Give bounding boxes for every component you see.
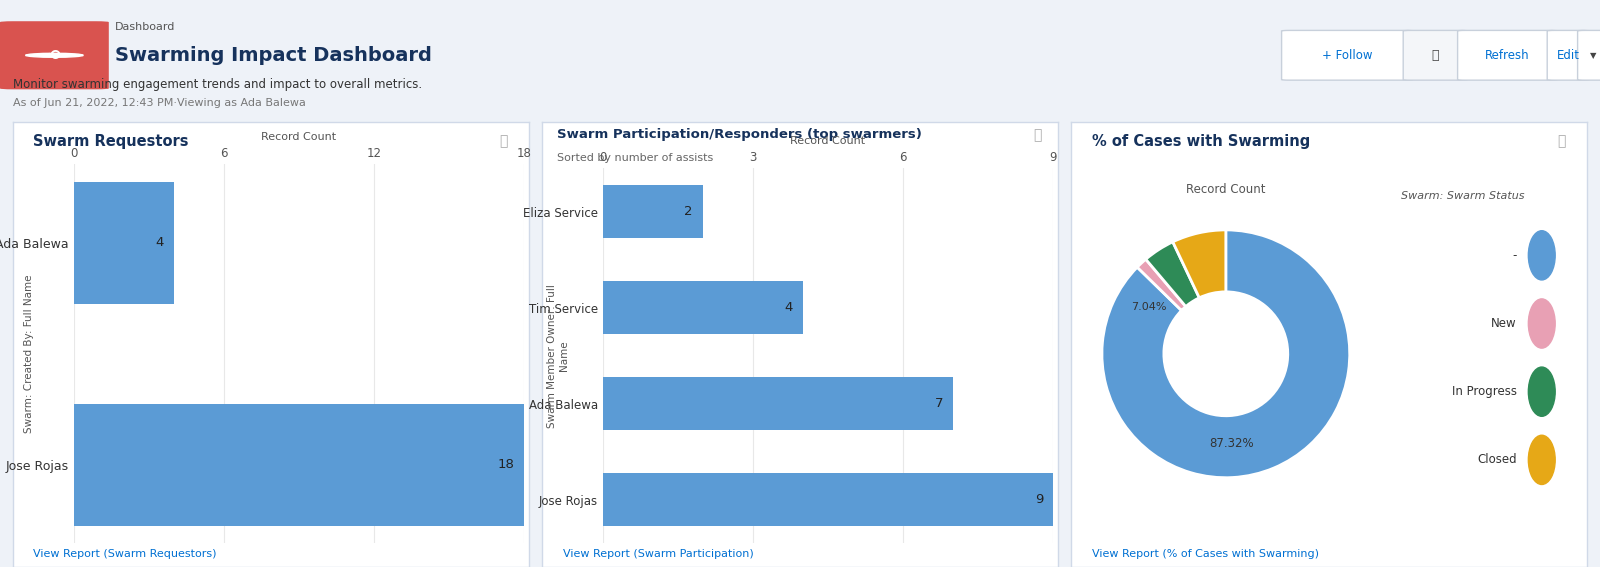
Bar: [603, 281, 803, 334]
Text: In Progress: In Progress: [1451, 385, 1517, 398]
Text: Swarm: Swarm Status: Swarm: Swarm Status: [1402, 191, 1525, 201]
Text: 7: 7: [934, 397, 942, 411]
Text: View Report (Swarm Participation): View Report (Swarm Participation): [563, 549, 754, 559]
Circle shape: [1528, 231, 1555, 280]
Circle shape: [1528, 367, 1555, 416]
Wedge shape: [1102, 230, 1350, 478]
Text: Swarm: Created By: Full Name: Swarm: Created By: Full Name: [24, 274, 34, 433]
Text: ⤢: ⤢: [499, 134, 507, 148]
Wedge shape: [1146, 242, 1200, 307]
Text: View Report (Swarm Requestors): View Report (Swarm Requestors): [34, 549, 218, 559]
Text: 4: 4: [155, 236, 163, 249]
Text: Sorted by number of assists: Sorted by number of assists: [557, 153, 714, 163]
FancyBboxPatch shape: [1403, 31, 1467, 80]
Text: New: New: [1491, 317, 1517, 330]
Text: 18: 18: [498, 458, 514, 471]
FancyBboxPatch shape: [1458, 31, 1557, 80]
Wedge shape: [1138, 259, 1186, 311]
X-axis label: Record Count: Record Count: [790, 136, 866, 146]
Text: 7.04%: 7.04%: [1131, 302, 1166, 312]
FancyBboxPatch shape: [1578, 31, 1600, 80]
Text: ⤢: ⤢: [1557, 134, 1565, 148]
Text: + Follow: + Follow: [1322, 49, 1373, 62]
Bar: [603, 185, 702, 238]
Text: ⟲: ⟲: [48, 48, 61, 63]
Text: Swarm Member Owner: Full
Name: Swarm Member Owner: Full Name: [547, 284, 568, 428]
Bar: [74, 181, 174, 304]
X-axis label: Record Count: Record Count: [261, 132, 336, 142]
Bar: [74, 404, 525, 526]
Text: 9: 9: [1035, 493, 1043, 506]
Text: 87.32%: 87.32%: [1210, 437, 1254, 450]
Text: 4: 4: [784, 301, 794, 314]
Text: Dashboard: Dashboard: [115, 22, 176, 32]
Text: As of Jun 21, 2022, 12:43 PM·Viewing as Ada Balewa: As of Jun 21, 2022, 12:43 PM·Viewing as …: [13, 98, 306, 108]
Text: -: -: [1512, 249, 1517, 262]
Text: ⤢: ⤢: [1034, 128, 1042, 142]
Text: Edit: Edit: [1557, 49, 1579, 62]
Text: 🔔: 🔔: [1432, 49, 1438, 62]
Text: Swarm Requestors: Swarm Requestors: [34, 134, 189, 149]
Text: Swarm Participation/Responders (top swarmers): Swarm Participation/Responders (top swar…: [557, 128, 922, 141]
FancyBboxPatch shape: [1282, 31, 1413, 80]
Text: View Report (% of Cases with Swarming): View Report (% of Cases with Swarming): [1091, 549, 1318, 559]
Circle shape: [1528, 299, 1555, 348]
Text: % of Cases with Swarming: % of Cases with Swarming: [1091, 134, 1310, 149]
Text: ▼: ▼: [1590, 51, 1597, 60]
Wedge shape: [1173, 230, 1226, 298]
FancyBboxPatch shape: [1547, 31, 1589, 80]
Text: Closed: Closed: [1477, 454, 1517, 467]
FancyBboxPatch shape: [0, 21, 109, 90]
Text: Refresh: Refresh: [1485, 49, 1530, 62]
Bar: [603, 378, 954, 430]
Text: Monitor swarming engagement trends and impact to overall metrics.: Monitor swarming engagement trends and i…: [13, 78, 422, 91]
Text: 2: 2: [685, 205, 693, 218]
Circle shape: [1528, 435, 1555, 484]
Bar: [603, 473, 1053, 526]
Title: Record Count: Record Count: [1186, 183, 1266, 196]
Text: Swarming Impact Dashboard: Swarming Impact Dashboard: [115, 46, 432, 65]
Circle shape: [26, 53, 83, 57]
